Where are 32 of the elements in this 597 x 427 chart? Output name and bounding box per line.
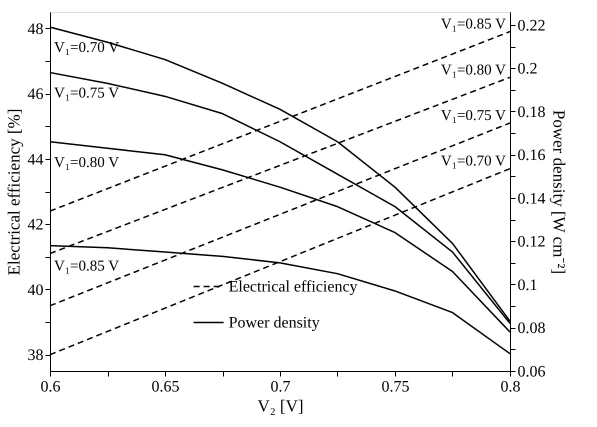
y-tick-label: 42 — [28, 216, 44, 234]
annotation: V₁=0.85 V — [54, 258, 120, 275]
x-tick-label: 0.6 — [40, 378, 60, 396]
y2-tick-label: 0.16 — [518, 147, 546, 164]
y2-axis-title: Power density [W cm⁻²] — [550, 110, 568, 274]
legend-label: Power density — [228, 314, 320, 332]
y-axis-title: Electrical efficiency [%] — [4, 108, 24, 276]
y2-tick-label: 0.22 — [518, 17, 546, 34]
annotation: V₁=0.80 V — [54, 154, 120, 171]
y2-tick-label: 0.08 — [518, 320, 546, 338]
annotation: V₁=0.80 V — [440, 62, 506, 78]
y2-tick-label: 0.1 — [518, 276, 538, 294]
y2-tick-label: 0.06 — [518, 364, 546, 380]
y2-tick-label: 0.2 — [518, 60, 538, 78]
y-tick-label: 48 — [28, 20, 44, 38]
x-tick-label: 0.8 — [500, 378, 520, 396]
x-tick-label: 0.75 — [382, 378, 410, 396]
y2-tick-label: 0.18 — [518, 104, 546, 121]
y2-tick-label: 0.14 — [518, 190, 546, 208]
x-tick-label: 0.7 — [270, 378, 290, 396]
y-tick-label: 40 — [28, 282, 44, 299]
x-axis-title: V₂ [V] — [257, 396, 304, 416]
annotation: V₁=0.70 V — [440, 154, 506, 170]
y-tick-label: 38 — [28, 347, 44, 364]
legend-label: Electrical efficiency — [228, 278, 358, 296]
y-tick-label: 44 — [28, 151, 44, 168]
annotation: V₁=0.75 V — [440, 108, 506, 124]
annotation: V₁=0.75 V — [54, 86, 120, 102]
annotation: V₁=0.85 V — [440, 16, 506, 33]
y2-tick-label: 0.12 — [518, 234, 546, 251]
y-tick-label: 46 — [28, 86, 44, 104]
x-tick-label: 0.65 — [152, 378, 180, 396]
